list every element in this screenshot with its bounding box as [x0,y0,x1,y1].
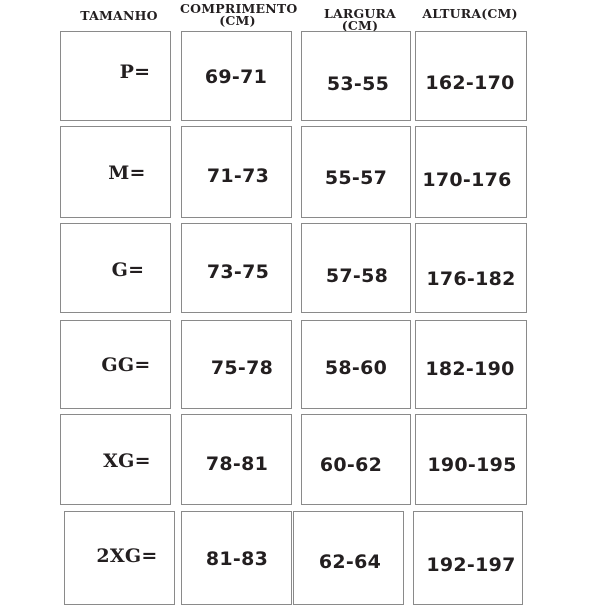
cell-largura [301,31,411,121]
cell-largura-value: 60-62 [319,454,383,476]
cell-size-value: G= [111,259,145,281]
cell-altura [415,31,527,121]
cell-largura-value: 55-57 [324,167,388,189]
cell-comprimento [181,414,292,505]
cell-size [60,414,171,505]
cell-altura-value: 176-182 [426,268,516,290]
cell-size-value: P= [119,61,151,83]
cell-comprimento-value: 73-75 [206,261,270,283]
cell-size [60,223,171,313]
cell-comprimento [181,223,292,313]
cell-altura [415,320,527,409]
cell-largura-value: 57-58 [325,265,389,287]
cell-comprimento [181,511,292,605]
cell-size-value: 2XG= [96,545,158,567]
cell-comprimento-value: 75-78 [210,357,274,379]
cell-largura-value: 53-55 [326,73,390,95]
cell-altura [415,223,527,313]
cell-altura-value: 190-195 [427,454,517,476]
cell-largura [293,511,404,605]
cell-altura-value: 182-190 [425,358,515,380]
cell-comprimento-value: 78-81 [205,453,269,475]
header-altura: ALTURA(CM) [422,6,518,21]
cell-altura [415,414,527,505]
cell-comprimento-value: 81-83 [205,548,269,570]
cell-largura [301,223,411,313]
cell-largura-value: 58-60 [324,357,388,379]
cell-size-value: XG= [103,450,151,472]
cell-comprimento [181,31,292,121]
header-largura: LARGURA (CM) [324,6,396,33]
cell-altura-value: 170-176 [422,169,512,191]
cell-comprimento-value: 69-71 [204,66,268,88]
cell-size [60,320,171,409]
cell-size-value: M= [108,162,146,184]
cell-altura [415,126,527,218]
cell-size [64,511,175,605]
cell-size-value: GG= [101,354,151,376]
cell-largura [301,126,411,218]
cell-comprimento [181,320,292,409]
header-tamanho: TAMANHO [80,8,158,23]
cell-largura [301,320,411,409]
header-comprimento: COMPRIMENTO (CM) [180,1,298,28]
cell-largura-value: 62-64 [318,551,382,573]
cell-largura [301,414,411,505]
cell-size [60,31,171,121]
cell-comprimento-value: 71-73 [206,165,270,187]
cell-altura-value: 162-170 [425,72,515,94]
cell-size [60,126,171,218]
cell-comprimento [181,126,292,218]
cell-altura-value: 192-197 [426,554,516,576]
